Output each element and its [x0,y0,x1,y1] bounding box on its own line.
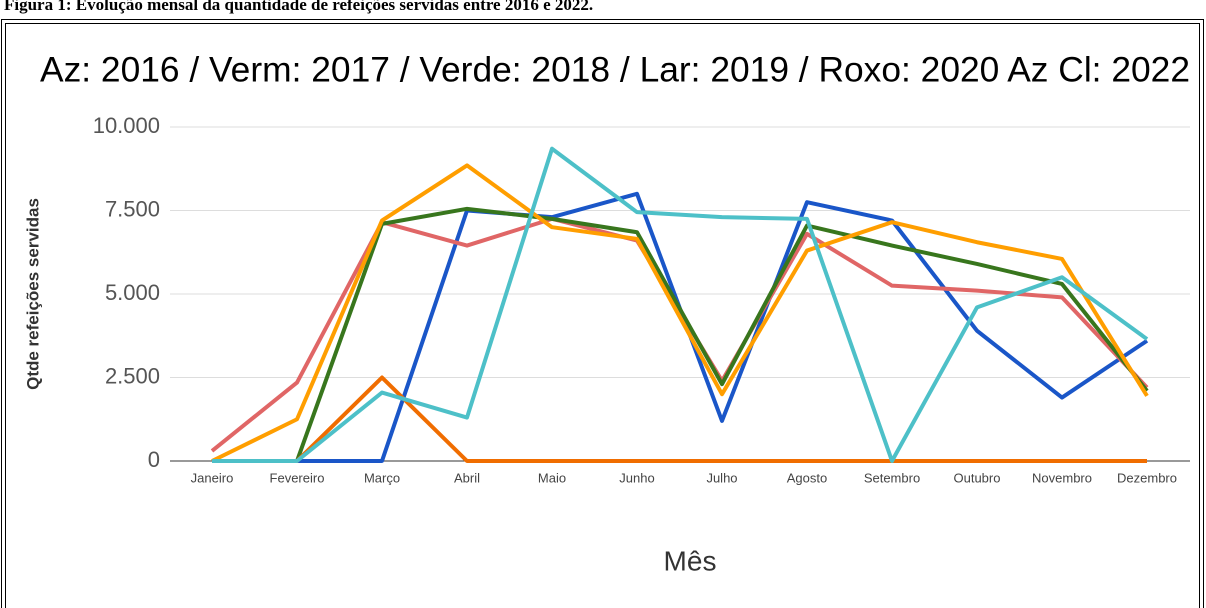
y-tick-label: 10.000 [93,113,160,138]
frame [1,19,1204,608]
figure-caption: Figura 1: Evolução mensal da quantidade … [4,0,593,14]
y-tick-label: 7.500 [105,196,160,221]
x-tick-label: Setembro [864,470,920,485]
series-line [212,375,1147,463]
y-tick-label: 0 [148,447,160,472]
y-tick-label: 5.000 [105,280,160,305]
x-tick-label: Maio [538,470,566,485]
y-tick-label: 2.500 [105,363,160,388]
series-line [212,146,1149,463]
series-line [212,206,1149,463]
series-line [211,163,1149,463]
x-tick-label: Junho [619,470,654,485]
y-axis-label: Qtde refeições servidas [23,198,42,390]
x-tick-label: Julho [706,470,737,485]
frame-inner [5,23,1200,608]
x-tick-label: Novembro [1032,470,1092,485]
chart-title: Az: 2016 / Verm: 2017 / Verde: 2018 / La… [40,50,1190,89]
x-tick-label: Janeiro [191,470,234,485]
x-axis-label: Mês [664,545,717,576]
series-line [212,191,1149,463]
x-tick-label: Abril [454,470,480,485]
x-tick-label: Agosto [787,470,827,485]
x-tick-label: Março [364,470,400,485]
x-tick-label: Fevereiro [270,470,325,485]
x-tick-label: Outubro [954,470,1001,485]
x-tick-label: Dezembro [1117,470,1177,485]
